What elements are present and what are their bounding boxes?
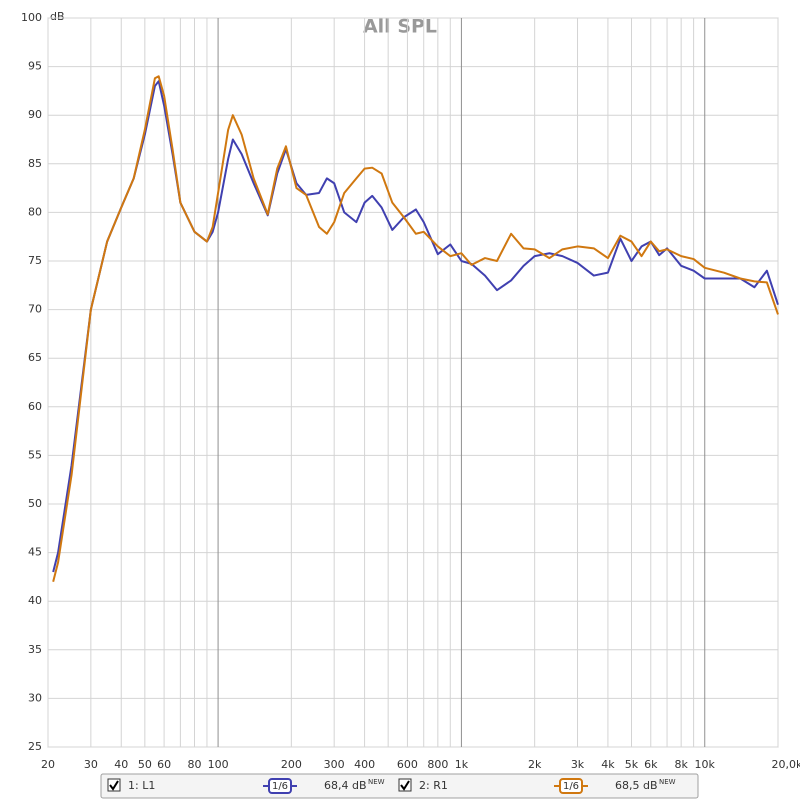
smoothing-label: 1/6 — [563, 781, 579, 792]
level-tag: NEW — [368, 778, 385, 786]
y-tick-label: 45 — [28, 546, 42, 559]
level-tag: NEW — [659, 778, 676, 786]
x-tick-label: 400 — [354, 758, 375, 771]
y-tick-label: 75 — [28, 254, 42, 267]
legend-label: 1: L1 — [128, 779, 155, 792]
smoothing-button[interactable] — [268, 778, 292, 794]
x-tick-label: 20 — [41, 758, 55, 771]
x-tick-label: 2k — [528, 758, 542, 771]
x-tick-label: 10k — [695, 758, 716, 771]
x-tick-label: 200 — [281, 758, 302, 771]
level-label: 68,4 dB — [324, 779, 367, 792]
smoothing-label: 1/6 — [272, 781, 288, 792]
y-tick-label: 40 — [28, 594, 42, 607]
y-tick-label: 35 — [28, 643, 42, 656]
x-tick-label: 40 — [114, 758, 128, 771]
level-label: 68,5 dB — [615, 779, 658, 792]
y-tick-label: 65 — [28, 351, 42, 364]
x-tick-label: 600 — [397, 758, 418, 771]
x-tick-label: 1k — [455, 758, 469, 771]
y-tick-label: 30 — [28, 691, 42, 704]
x-tick-label: 800 — [427, 758, 448, 771]
y-axis-label: dB — [50, 10, 65, 23]
y-tick-label: 25 — [28, 740, 42, 753]
y-tick-label: 80 — [28, 205, 42, 218]
plot-area — [47, 17, 779, 748]
x-tick-label: 100 — [208, 758, 229, 771]
x-tick-label: 3k — [571, 758, 585, 771]
y-tick-label: 55 — [28, 448, 42, 461]
legend-label: 2: R1 — [419, 779, 448, 792]
x-tick-label: 80 — [188, 758, 202, 771]
y-tick-label: 85 — [28, 157, 42, 170]
chart-title: All SPL — [363, 16, 437, 38]
y-tick-label: 50 — [28, 497, 42, 510]
x-tick-label: 5k — [625, 758, 639, 771]
x-tick-label: 30 — [84, 758, 98, 771]
checkmark — [109, 780, 119, 791]
x-tick-label: 20,0kHz — [772, 758, 800, 771]
series-line — [52, 75, 779, 583]
x-tick-label: 4k — [601, 758, 615, 771]
x-tick-label: 50 — [138, 758, 152, 771]
x-tick-label: 6k — [644, 758, 658, 771]
x-tick-label: 300 — [324, 758, 345, 771]
x-tick-label: 60 — [157, 758, 171, 771]
y-tick-label: 100 — [21, 11, 42, 24]
x-tick-label: 8k — [674, 758, 688, 771]
smoothing-button[interactable] — [559, 778, 583, 794]
y-tick-label: 90 — [28, 108, 42, 121]
y-tick-label: 70 — [28, 303, 42, 316]
checkmark — [400, 780, 410, 791]
y-tick-label: 95 — [28, 60, 42, 73]
y-tick-label: 60 — [28, 400, 42, 413]
